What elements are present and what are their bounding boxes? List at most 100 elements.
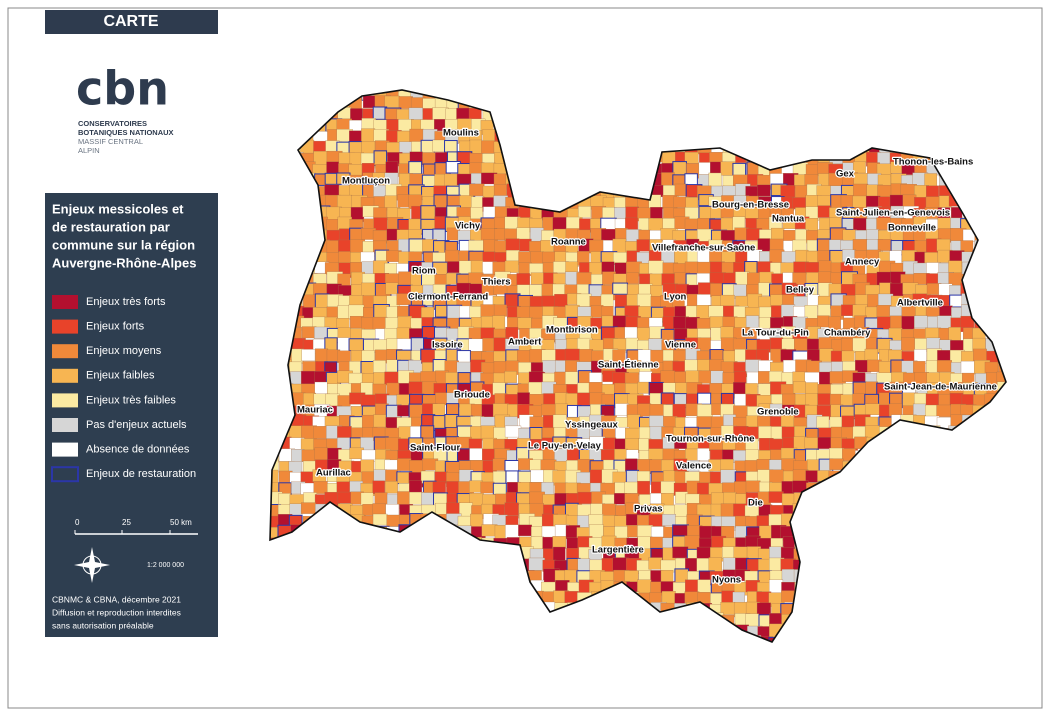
commune xyxy=(852,569,868,585)
commune xyxy=(794,97,811,109)
commune xyxy=(626,625,640,639)
commune xyxy=(650,646,664,659)
commune xyxy=(817,636,832,642)
commune xyxy=(985,581,999,596)
commune xyxy=(985,141,1001,155)
commune xyxy=(843,140,857,155)
logo-line: BOTANIQUES NATIONAUX xyxy=(78,128,174,137)
commune xyxy=(270,261,280,275)
commune xyxy=(270,305,281,319)
commune xyxy=(756,107,770,123)
commune xyxy=(314,647,327,658)
commune xyxy=(1010,350,1025,363)
commune xyxy=(445,536,460,549)
city-label: Aurillac xyxy=(316,468,351,479)
commune xyxy=(1009,460,1023,472)
city-label: Nantua xyxy=(772,214,805,225)
commune xyxy=(890,427,906,443)
commune xyxy=(685,96,699,111)
commune xyxy=(277,271,291,285)
commune xyxy=(961,601,977,616)
commune xyxy=(480,327,495,340)
commune xyxy=(270,272,282,288)
commune xyxy=(270,360,282,374)
credit: CBNMC & CBNA, décembre 2021 xyxy=(52,594,181,604)
commune xyxy=(902,536,918,548)
commune xyxy=(936,568,952,584)
commune xyxy=(276,395,293,408)
commune xyxy=(793,548,809,561)
commune xyxy=(987,560,1002,573)
commune xyxy=(578,140,595,153)
commune xyxy=(696,96,712,110)
commune xyxy=(312,538,325,554)
commune xyxy=(744,90,761,100)
commune xyxy=(998,173,1006,186)
commune xyxy=(387,569,400,584)
commune xyxy=(384,481,398,494)
legend-label: Absence de données xyxy=(86,444,190,456)
commune xyxy=(757,90,771,97)
commune xyxy=(996,614,1006,629)
commune xyxy=(276,107,290,121)
commune xyxy=(912,547,929,563)
commune xyxy=(997,327,1006,343)
commune xyxy=(516,95,531,110)
commune xyxy=(913,623,927,638)
commune xyxy=(961,648,977,662)
commune xyxy=(710,612,724,627)
commune xyxy=(902,637,917,642)
commune xyxy=(864,504,879,516)
commune xyxy=(422,648,437,659)
commune xyxy=(554,131,567,143)
commune xyxy=(361,141,376,154)
commune xyxy=(890,546,904,560)
city-label: Moulins xyxy=(443,128,479,139)
commune xyxy=(661,514,676,526)
commune xyxy=(373,339,387,352)
commune xyxy=(408,603,425,615)
commune xyxy=(650,613,666,628)
commune xyxy=(577,491,594,504)
commune xyxy=(278,295,295,307)
commune xyxy=(528,128,543,144)
commune xyxy=(361,317,375,330)
commune xyxy=(972,458,988,472)
commune xyxy=(301,349,316,362)
commune xyxy=(890,636,905,642)
commune xyxy=(877,437,893,451)
commune xyxy=(878,635,891,642)
commune xyxy=(626,128,642,143)
commune xyxy=(1009,592,1021,606)
commune xyxy=(480,481,495,494)
commune xyxy=(504,601,521,617)
commune xyxy=(828,570,843,587)
commune xyxy=(637,579,652,594)
commune xyxy=(972,174,989,190)
commune xyxy=(722,118,739,134)
commune xyxy=(313,625,328,639)
commune xyxy=(420,525,435,540)
commune xyxy=(852,537,868,552)
commune xyxy=(434,547,448,562)
city-label: Saint-Jean-de-Maurienne xyxy=(884,382,997,393)
commune xyxy=(841,647,856,661)
commune xyxy=(385,504,400,516)
commune xyxy=(1009,118,1022,131)
commune xyxy=(480,546,494,560)
commune xyxy=(372,513,388,526)
commune xyxy=(626,602,641,617)
commune xyxy=(301,449,316,462)
commune xyxy=(974,163,988,177)
commune xyxy=(984,602,999,616)
commune xyxy=(270,568,278,582)
commune xyxy=(877,549,893,564)
commune xyxy=(398,637,414,642)
commune xyxy=(493,648,506,659)
commune xyxy=(987,90,1003,99)
commune xyxy=(613,252,627,264)
commune xyxy=(948,90,962,100)
commune xyxy=(758,648,772,661)
commune xyxy=(301,172,317,188)
